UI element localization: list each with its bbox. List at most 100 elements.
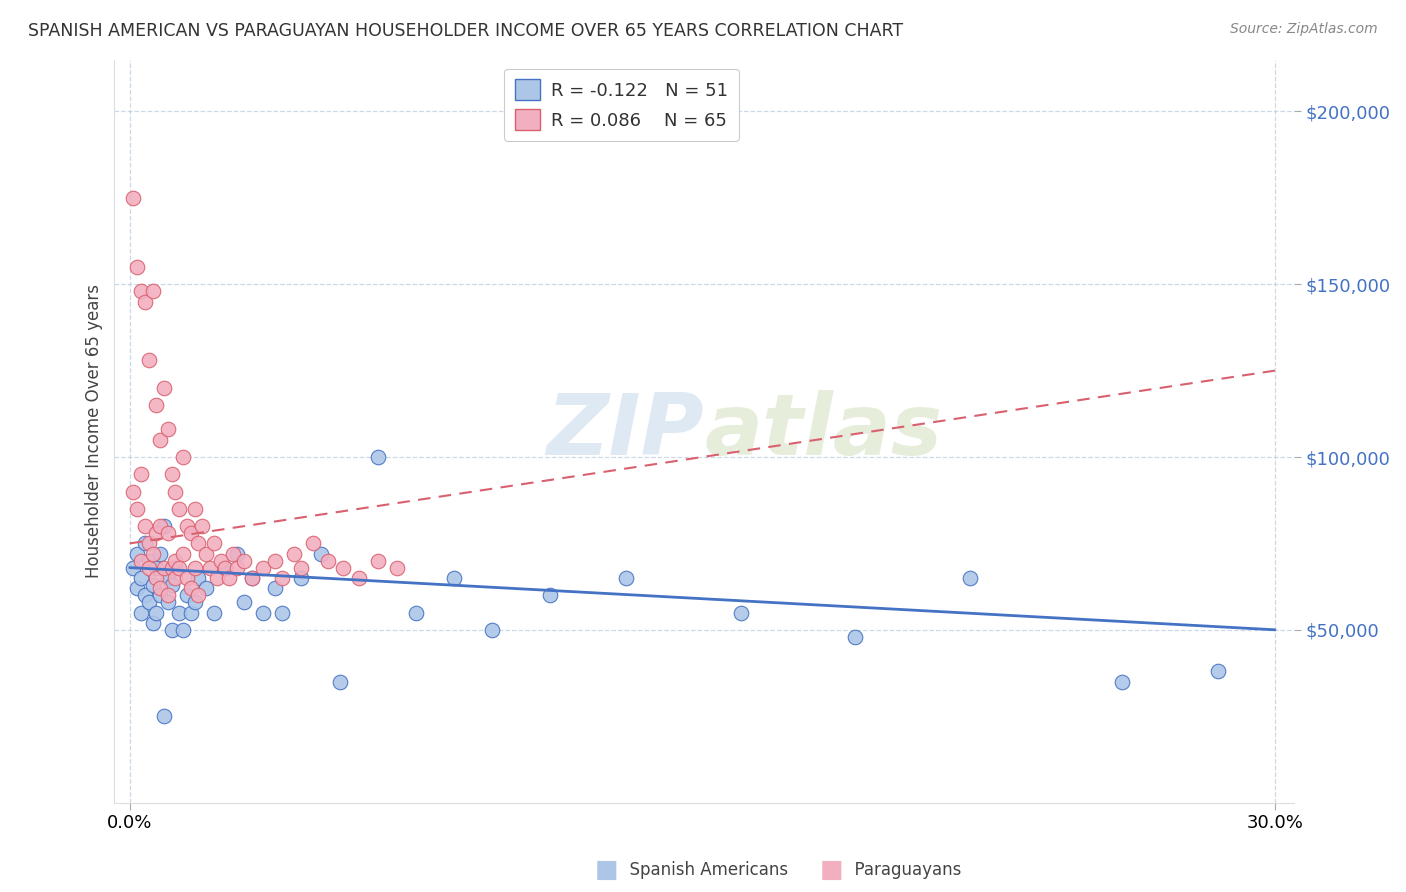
Point bbox=[180, 582, 202, 596]
Text: Paraguayans: Paraguayans bbox=[844, 861, 960, 879]
Point bbox=[187, 571, 209, 585]
Point bbox=[283, 547, 305, 561]
Point bbox=[252, 606, 274, 620]
Point bbox=[191, 519, 214, 533]
Point bbox=[172, 623, 194, 637]
Point bbox=[127, 547, 149, 561]
Point bbox=[195, 582, 218, 596]
Point bbox=[142, 578, 165, 592]
Point bbox=[481, 623, 503, 637]
Point bbox=[176, 588, 198, 602]
Point bbox=[290, 560, 312, 574]
Point bbox=[183, 560, 205, 574]
Point bbox=[153, 381, 176, 395]
Point bbox=[149, 588, 172, 602]
Point bbox=[844, 630, 866, 644]
Point bbox=[145, 398, 167, 412]
Point bbox=[165, 560, 187, 574]
Point bbox=[138, 595, 160, 609]
Point bbox=[138, 353, 160, 368]
Legend: R = -0.122   N = 51, R = 0.086    N = 65: R = -0.122 N = 51, R = 0.086 N = 65 bbox=[505, 69, 740, 141]
Point bbox=[169, 560, 191, 574]
Point bbox=[614, 571, 637, 585]
Point bbox=[367, 450, 389, 464]
Point bbox=[240, 571, 263, 585]
Text: ■: ■ bbox=[820, 858, 844, 881]
Point bbox=[187, 536, 209, 550]
Point bbox=[142, 284, 165, 298]
Point bbox=[169, 501, 191, 516]
Point bbox=[145, 606, 167, 620]
Point bbox=[149, 582, 172, 596]
Point bbox=[252, 560, 274, 574]
Point bbox=[134, 536, 156, 550]
Point bbox=[165, 571, 187, 585]
Point bbox=[160, 467, 183, 482]
Point bbox=[156, 595, 179, 609]
Point bbox=[129, 554, 152, 568]
Point bbox=[149, 519, 172, 533]
Point bbox=[180, 526, 202, 541]
Y-axis label: Householder Income Over 65 years: Householder Income Over 65 years bbox=[86, 284, 103, 578]
Point bbox=[198, 560, 221, 574]
Point bbox=[138, 554, 160, 568]
Point bbox=[142, 547, 165, 561]
Point bbox=[160, 578, 183, 592]
Point bbox=[202, 536, 225, 550]
Point bbox=[149, 547, 172, 561]
Point bbox=[142, 615, 165, 630]
Text: ■: ■ bbox=[595, 858, 619, 881]
Point bbox=[290, 571, 312, 585]
Point bbox=[153, 709, 176, 723]
Point bbox=[172, 450, 194, 464]
Point bbox=[122, 191, 145, 205]
Point bbox=[138, 536, 160, 550]
Text: SPANISH AMERICAN VS PARAGUAYAN HOUSEHOLDER INCOME OVER 65 YEARS CORRELATION CHAR: SPANISH AMERICAN VS PARAGUAYAN HOUSEHOLD… bbox=[28, 22, 903, 40]
Point bbox=[176, 571, 198, 585]
Point bbox=[225, 547, 247, 561]
Point bbox=[183, 595, 205, 609]
Point bbox=[153, 519, 176, 533]
Point bbox=[129, 284, 152, 298]
Point bbox=[127, 260, 149, 274]
Point bbox=[730, 606, 752, 620]
Point bbox=[138, 560, 160, 574]
Point bbox=[145, 560, 167, 574]
Point bbox=[959, 571, 981, 585]
Point bbox=[180, 606, 202, 620]
Point bbox=[169, 606, 191, 620]
Point bbox=[134, 519, 156, 533]
Point bbox=[316, 554, 339, 568]
Point bbox=[195, 547, 218, 561]
Point bbox=[176, 519, 198, 533]
Point bbox=[183, 501, 205, 516]
Point bbox=[271, 606, 294, 620]
Point bbox=[367, 554, 389, 568]
Point bbox=[214, 560, 236, 574]
Point bbox=[156, 588, 179, 602]
Point bbox=[129, 606, 152, 620]
Point bbox=[134, 588, 156, 602]
Point bbox=[160, 623, 183, 637]
Point bbox=[347, 571, 370, 585]
Point bbox=[1111, 674, 1133, 689]
Point bbox=[309, 547, 332, 561]
Point bbox=[165, 554, 187, 568]
Point bbox=[156, 526, 179, 541]
Point bbox=[129, 467, 152, 482]
Text: ZIP: ZIP bbox=[547, 390, 704, 473]
Point bbox=[443, 571, 465, 585]
Point bbox=[122, 560, 145, 574]
Point bbox=[129, 571, 152, 585]
Point bbox=[225, 560, 247, 574]
Point bbox=[332, 560, 354, 574]
Point bbox=[207, 571, 229, 585]
Point bbox=[538, 588, 561, 602]
Point bbox=[122, 484, 145, 499]
Point bbox=[233, 595, 256, 609]
Point bbox=[214, 560, 236, 574]
Point bbox=[405, 606, 427, 620]
Point bbox=[202, 606, 225, 620]
Point bbox=[385, 560, 408, 574]
Point bbox=[302, 536, 325, 550]
